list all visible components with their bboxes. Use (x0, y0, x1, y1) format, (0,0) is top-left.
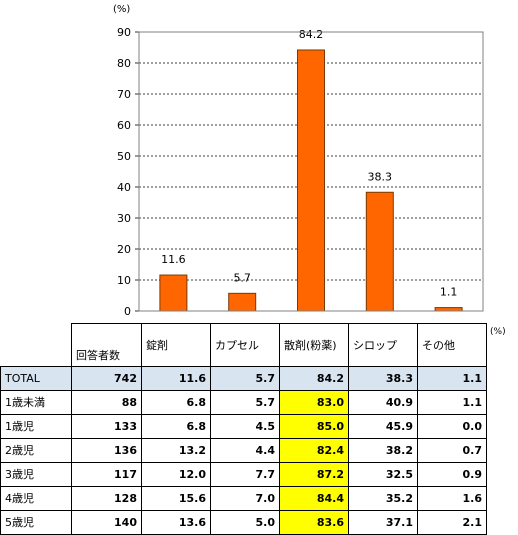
respondents-header: 回答者数 (71, 323, 142, 367)
y-tick-label: 90 (117, 26, 131, 39)
bars (159, 49, 463, 312)
value-cell: 40.9 (348, 390, 418, 415)
respondent-count: 133 (71, 414, 142, 439)
value-cell: 38.2 (348, 438, 418, 463)
data-label: 5.7 (233, 271, 251, 284)
respondent-count: 136 (71, 438, 142, 463)
table-row: 1歳児 133 6.8 4.5 85.0 45.9 0.0 (0, 414, 487, 439)
value-cell: 13.2 (141, 438, 211, 463)
value-cell: 2.1 (417, 510, 487, 535)
row-label: 2歳児 (0, 438, 72, 463)
value-cell: 0.7 (417, 438, 487, 463)
value-cell: 1.1 (417, 366, 487, 391)
data-labels: 11.6 5.7 84.2 38.3 1.1 (161, 28, 457, 299)
value-cell: 0.9 (417, 462, 487, 487)
value-cell: 87.2 (279, 462, 349, 487)
bar (434, 307, 463, 312)
value-cell: 37.1 (348, 510, 418, 535)
data-label: 38.3 (368, 170, 393, 183)
row-label: 5歳児 (0, 510, 72, 535)
value-cell: 5.0 (210, 510, 280, 535)
data-label: 1.1 (440, 286, 458, 299)
value-cell: 5.7 (210, 390, 280, 415)
value-cell: 4.4 (210, 438, 280, 463)
value-cell: 5.7 (210, 366, 280, 391)
y-tick-label: 70 (117, 88, 131, 101)
y-tick-label: 80 (117, 57, 131, 70)
respondent-count: 117 (71, 462, 142, 487)
y-axis-ticks: 0 10 20 30 40 50 60 70 80 90 (117, 26, 139, 318)
column-header: カプセル (210, 323, 280, 367)
value-cell: 38.3 (348, 366, 418, 391)
value-cell: 12.0 (141, 462, 211, 487)
value-cell: 83.0 (279, 390, 349, 415)
value-cell: 84.2 (279, 366, 349, 391)
data-label: 84.2 (299, 28, 324, 41)
value-cell: 85.0 (279, 414, 349, 439)
bar (159, 274, 188, 312)
table-header-row: 回答者数 錠剤 カプセル 散剤(粉薬) シロップ その他 (0, 323, 487, 367)
data-label: 11.6 (161, 253, 186, 266)
value-cell: 32.5 (348, 462, 418, 487)
value-cell: 11.6 (141, 366, 211, 391)
respondent-count: 742 (71, 366, 142, 391)
table-row: 5歳児 140 13.6 5.0 83.6 37.1 2.1 (0, 510, 487, 535)
y-tick-label: 30 (117, 212, 131, 225)
data-table: 回答者数 錠剤 カプセル 散剤(粉薬) シロップ その他 TOTAL 742 11.… (0, 323, 487, 535)
y-tick-label: 40 (117, 181, 131, 194)
table-corner-cell (0, 323, 72, 367)
column-header: 錠剤 (141, 323, 211, 367)
value-cell: 83.6 (279, 510, 349, 535)
y-tick-label: 60 (117, 119, 131, 132)
table-row: 2歳児 136 13.2 4.4 82.4 38.2 0.7 (0, 438, 487, 463)
value-cell: 6.8 (141, 414, 211, 439)
value-cell: 7.7 (210, 462, 280, 487)
table-row-total: TOTAL 742 11.6 5.7 84.2 38.3 1.1 (0, 366, 487, 391)
y-axis-unit-label: (%) (113, 4, 130, 15)
y-tick-label: 20 (117, 243, 131, 256)
y-tick-label: 50 (117, 150, 131, 163)
value-cell: 0.0 (417, 414, 487, 439)
value-cell: 45.9 (348, 414, 418, 439)
table-row: 3歳児 117 12.0 7.7 87.2 32.5 0.9 (0, 462, 487, 487)
value-cell: 1.1 (417, 390, 487, 415)
respondent-count: 140 (71, 510, 142, 535)
value-cell: 13.6 (141, 510, 211, 535)
table-row: 1歳未満 88 6.8 5.7 83.0 40.9 1.1 (0, 390, 487, 415)
row-label: 1歳未満 (0, 390, 72, 415)
column-header: シロップ (348, 323, 418, 367)
value-cell: 6.8 (141, 390, 211, 415)
row-label: TOTAL (0, 366, 72, 391)
row-label: 1歳児 (0, 414, 72, 439)
column-header: 散剤(粉薬) (279, 323, 349, 367)
respondent-count: 88 (71, 390, 142, 415)
y-tick-label: 0 (124, 305, 131, 318)
bar (297, 49, 325, 312)
bar (365, 191, 394, 312)
column-header: その他 (417, 323, 487, 367)
plot-area-border (138, 31, 484, 312)
y-tick-label: 10 (117, 274, 131, 287)
table-unit-label: (%) (490, 327, 506, 337)
value-cell: 4.5 (210, 414, 280, 439)
row-label: 3歳児 (0, 462, 72, 487)
value-cell: 82.4 (279, 438, 349, 463)
bar (228, 292, 257, 312)
